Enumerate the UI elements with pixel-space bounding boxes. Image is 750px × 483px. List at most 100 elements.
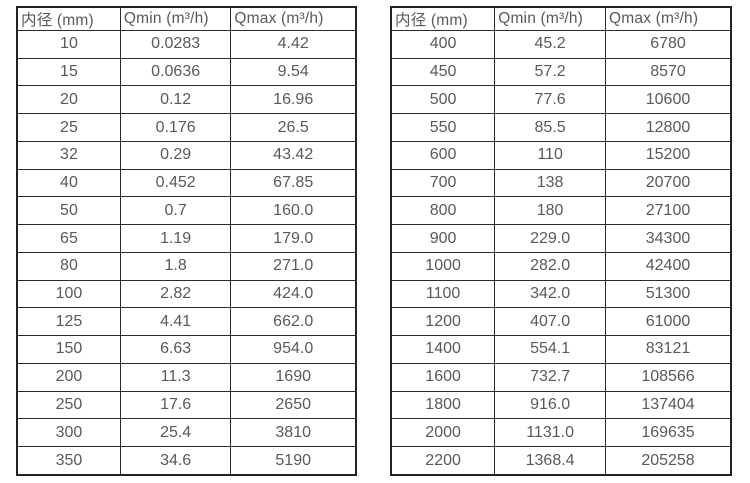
table-cell: 15200 bbox=[605, 140, 732, 170]
table-cell: 169635 bbox=[605, 418, 732, 448]
table-cell: 180 bbox=[494, 196, 607, 226]
table-cell: 25 bbox=[16, 113, 121, 142]
table-row: 2200 1368.4 205258 bbox=[390, 446, 732, 476]
table-cell: 1000 bbox=[390, 251, 496, 281]
column-header-qmax: Qmax (m³/h) bbox=[605, 6, 732, 31]
table-row: 900 229.0 34300 bbox=[390, 224, 732, 253]
column-header-qmin: Qmin (m³/h) bbox=[494, 6, 607, 31]
header-row: 内径 (mm) Qmin (m³/h) Qmax (m³/h) bbox=[390, 6, 732, 31]
table-cell: 108566 bbox=[605, 362, 732, 392]
table-row: 1600 732.7 108566 bbox=[390, 362, 732, 392]
table-row: 700 138 20700 bbox=[390, 168, 732, 198]
table-cell: 1368.4 bbox=[494, 446, 607, 476]
table-row: 10 0.0283 4.42 bbox=[16, 30, 357, 59]
table-cell: 1800 bbox=[390, 390, 496, 420]
table-cell: 100 bbox=[16, 279, 121, 309]
table-row: 40 0.452 67.85 bbox=[16, 168, 357, 198]
table-row: 1800 916.0 137404 bbox=[390, 390, 732, 420]
table-cell: 450 bbox=[390, 57, 496, 87]
table-row: 25 0.176 26.5 bbox=[16, 113, 357, 142]
table-row: 150 6.63 954.0 bbox=[16, 335, 357, 364]
table-row: 600 110 15200 bbox=[390, 140, 732, 170]
table-cell: 229.0 bbox=[494, 224, 607, 253]
column-header-qmin: Qmin (m³/h) bbox=[119, 6, 232, 31]
table-row: 400 45.2 6780 bbox=[390, 30, 732, 59]
table-cell: 2000 bbox=[390, 418, 496, 448]
table-cell: 0.12 bbox=[119, 85, 232, 115]
table-row: 1200 407.0 61000 bbox=[390, 307, 732, 337]
table-cell: 6.63 bbox=[119, 335, 232, 364]
table-cell: 179.0 bbox=[230, 224, 357, 253]
table-cell: 0.0283 bbox=[119, 30, 232, 59]
table-cell: 4.41 bbox=[119, 307, 232, 337]
table-row: 200 11.3 1690 bbox=[16, 362, 357, 392]
table-cell: 407.0 bbox=[494, 307, 607, 337]
table-cell: 250 bbox=[16, 390, 121, 420]
table-row: 32 0.29 43.42 bbox=[16, 140, 357, 170]
table-cell: 137404 bbox=[605, 390, 732, 420]
table-cell: 42400 bbox=[605, 251, 732, 281]
table-cell: 150 bbox=[16, 335, 121, 364]
table-cell: 85.5 bbox=[494, 113, 607, 142]
table-cell: 20700 bbox=[605, 168, 732, 198]
table-cell: 17.6 bbox=[119, 390, 232, 420]
table-cell: 10 bbox=[16, 30, 121, 59]
table-cell: 83121 bbox=[605, 335, 732, 364]
table-cell: 8570 bbox=[605, 57, 732, 87]
table-cell: 1690 bbox=[230, 362, 357, 392]
table-cell: 2650 bbox=[230, 390, 357, 420]
table-cell: 67.85 bbox=[230, 168, 357, 198]
table-cell: 662.0 bbox=[230, 307, 357, 337]
table-row: 500 77.6 10600 bbox=[390, 85, 732, 115]
table-cell: 16.96 bbox=[230, 85, 357, 115]
header-row: 内径 (mm) Qmin (m³/h) Qmax (m³/h) bbox=[16, 6, 357, 31]
table-cell: 65 bbox=[16, 224, 121, 253]
table-cell: 954.0 bbox=[230, 335, 357, 364]
table-cell: 424.0 bbox=[230, 279, 357, 309]
table-cell: 40 bbox=[16, 168, 121, 198]
table-cell: 1200 bbox=[390, 307, 496, 337]
table-cell: 400 bbox=[390, 30, 496, 59]
table-row: 1400 554.1 83121 bbox=[390, 335, 732, 364]
table-cell: 10600 bbox=[605, 85, 732, 115]
table-cell: 3810 bbox=[230, 418, 357, 448]
table-cell: 350 bbox=[16, 446, 121, 476]
table-cell: 11.3 bbox=[119, 362, 232, 392]
table-cell: 50 bbox=[16, 196, 121, 226]
table-cell: 800 bbox=[390, 196, 496, 226]
table-cell: 732.7 bbox=[494, 362, 607, 392]
table-row: 450 57.2 8570 bbox=[390, 57, 732, 87]
table-row: 65 1.19 179.0 bbox=[16, 224, 357, 253]
table-cell: 20 bbox=[16, 85, 121, 115]
table-cell: 342.0 bbox=[494, 279, 607, 309]
table-cell: 282.0 bbox=[494, 251, 607, 281]
table-cell: 550 bbox=[390, 113, 496, 142]
table-cell: 6780 bbox=[605, 30, 732, 59]
table-cell: 600 bbox=[390, 140, 496, 170]
flow-rate-table-left: 内径 (mm) Qmin (m³/h) Qmax (m³/h) 10 0.0283… bbox=[16, 6, 357, 476]
table-cell: 916.0 bbox=[494, 390, 607, 420]
column-header-inner-diameter: 内径 (mm) bbox=[390, 6, 496, 31]
table-cell: 0.0636 bbox=[119, 57, 232, 87]
table-row: 1100 342.0 51300 bbox=[390, 279, 732, 309]
table-cell: 110 bbox=[494, 140, 607, 170]
table-cell: 160.0 bbox=[230, 196, 357, 226]
table-row: 50 0.7 160.0 bbox=[16, 196, 357, 226]
flow-rate-table-right: 内径 (mm) Qmin (m³/h) Qmax (m³/h) 400 45.2 6… bbox=[390, 6, 732, 476]
table-cell: 2.82 bbox=[119, 279, 232, 309]
table-row: 125 4.41 662.0 bbox=[16, 307, 357, 337]
table-row: 80 1.8 271.0 bbox=[16, 251, 357, 281]
table-row: 250 17.6 2650 bbox=[16, 390, 357, 420]
table-cell: 900 bbox=[390, 224, 496, 253]
table-cell: 0.176 bbox=[119, 113, 232, 142]
table-cell: 0.29 bbox=[119, 140, 232, 170]
table-cell: 1131.0 bbox=[494, 418, 607, 448]
table-cell: 12800 bbox=[605, 113, 732, 142]
table-cell: 45.2 bbox=[494, 30, 607, 59]
table-cell: 32 bbox=[16, 140, 121, 170]
table-cell: 77.6 bbox=[494, 85, 607, 115]
table-cell: 1100 bbox=[390, 279, 496, 309]
table-cell: 205258 bbox=[605, 446, 732, 476]
column-header-qmax: Qmax (m³/h) bbox=[230, 6, 357, 31]
column-header-inner-diameter: 内径 (mm) bbox=[16, 6, 121, 31]
